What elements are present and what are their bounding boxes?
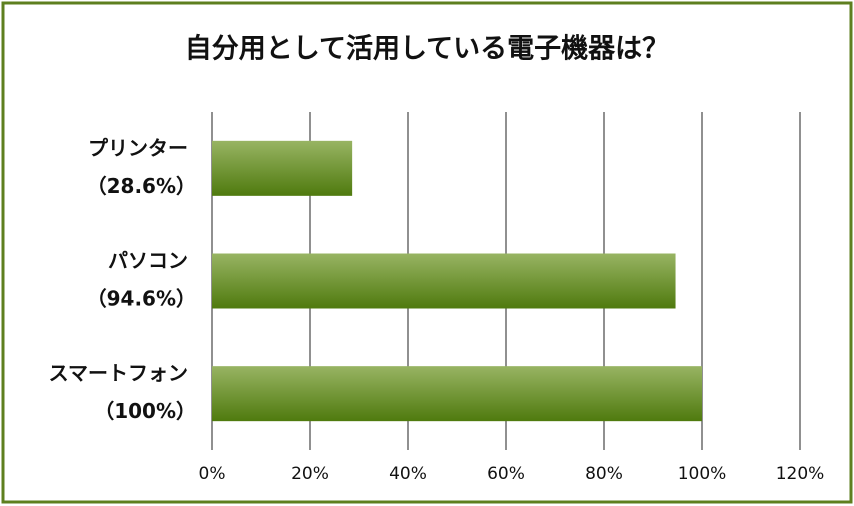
x-tick-label: 60%	[487, 464, 525, 484]
value-label: （94.6%）	[87, 287, 196, 311]
x-tick-label: 80%	[585, 464, 623, 484]
x-tick-label: 0%	[199, 464, 226, 484]
y-tick-label: プリンター	[88, 136, 188, 160]
bar	[212, 253, 676, 309]
x-tick-label: 20%	[291, 464, 329, 484]
x-tick-label: 40%	[389, 464, 427, 484]
y-tick-label: スマートフォン	[49, 361, 188, 385]
bar	[212, 366, 702, 422]
x-tick-label: 120%	[776, 464, 825, 484]
x-tick-label: 100%	[678, 464, 727, 484]
y-tick-label: パソコン	[108, 249, 188, 273]
chart-title: 自分用として活用している電子機器は？	[185, 33, 669, 65]
bar	[212, 140, 353, 196]
value-label: （28.6%）	[87, 174, 196, 198]
value-label: （100%）	[94, 399, 196, 423]
